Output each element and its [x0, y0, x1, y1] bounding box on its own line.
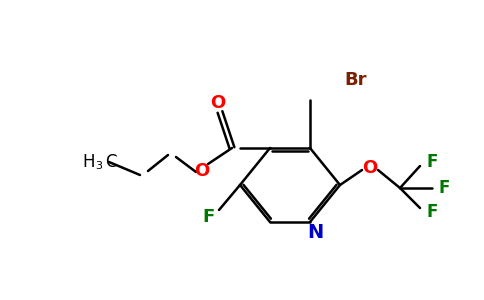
- Text: F: F: [426, 153, 438, 171]
- Text: O: O: [363, 159, 378, 177]
- Text: F: F: [439, 179, 450, 197]
- Text: C: C: [105, 153, 117, 171]
- Text: 3: 3: [95, 161, 103, 171]
- Text: N: N: [307, 223, 323, 242]
- Text: F: F: [426, 203, 438, 221]
- Text: H: H: [82, 153, 95, 171]
- Text: O: O: [195, 162, 210, 180]
- Text: F: F: [203, 208, 215, 226]
- Text: Br: Br: [344, 71, 366, 89]
- Text: O: O: [211, 94, 226, 112]
